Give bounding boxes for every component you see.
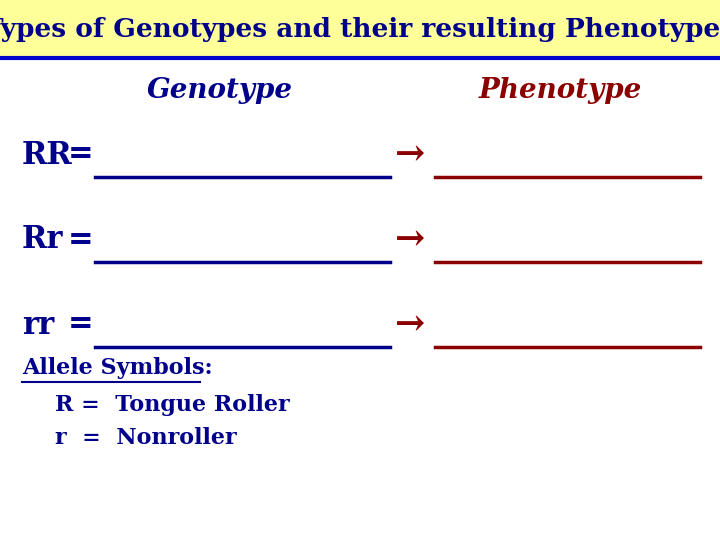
Text: →: →: [395, 223, 425, 257]
Text: r  =  Nonroller: r = Nonroller: [55, 427, 237, 449]
Bar: [0, 0, 720, 58]
Text: RR: RR: [22, 139, 73, 171]
Text: Genotype: Genotype: [147, 77, 293, 104]
Text: =: =: [68, 225, 94, 255]
Text: Rr: Rr: [22, 225, 63, 255]
Text: =: =: [68, 309, 94, 341]
Text: rr: rr: [22, 309, 54, 341]
Text: Phenotype: Phenotype: [478, 77, 642, 104]
Text: =: =: [68, 139, 94, 171]
Text: →: →: [395, 308, 425, 342]
Text: →: →: [395, 138, 425, 172]
Text: Allele Symbols:: Allele Symbols:: [22, 357, 212, 379]
Text: R =  Tongue Roller: R = Tongue Roller: [55, 394, 289, 416]
Text: Types of Genotypes and their resulting Phenotypes: Types of Genotypes and their resulting P…: [0, 17, 720, 42]
